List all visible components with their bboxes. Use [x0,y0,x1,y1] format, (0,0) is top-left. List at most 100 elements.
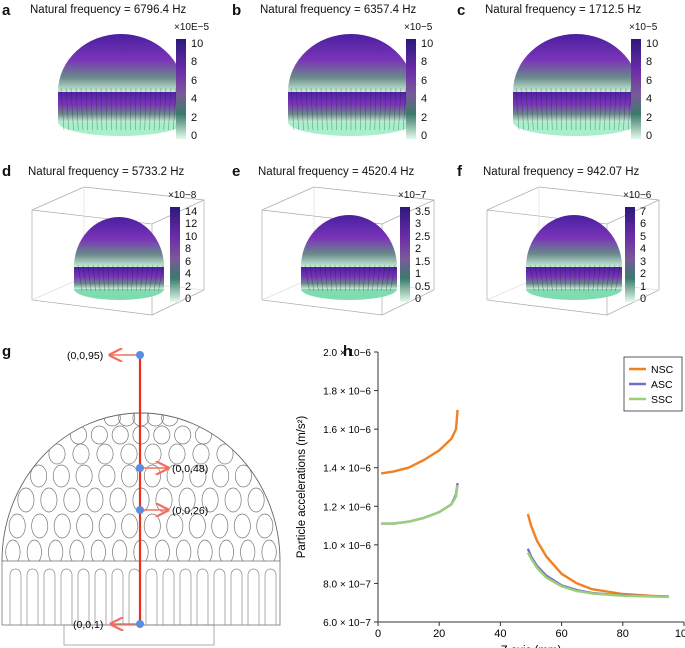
colorbar-tick-f: 3 [640,255,647,268]
colorbar-tick-c: 4 [646,93,653,106]
colorbar-tick-b: 8 [421,56,428,69]
colorbar-tick-a: 8 [191,56,198,69]
point-95: (0,0,95) [67,350,144,362]
colorbar-tick-c: 2 [646,111,653,124]
series-line-ssc [381,484,459,525]
y-tick-label: 1.2 × 10−6 [323,502,371,513]
x-tick-label: 100 [675,628,685,640]
frequency-title-b: Natural frequency = 6357.4 Hz [260,4,417,16]
cylinder-ribs [9,568,277,625]
mode-shape-c [513,34,639,136]
point-26: (0,0,26) [136,505,208,517]
colorbar-tick-f: 2 [640,268,647,281]
colorbar-scale-b: ×10−5 [404,22,433,33]
series-line-asc [381,482,459,525]
colorbar-tick-c: 10 [646,38,659,50]
colorbar-tick-c: 6 [646,74,653,87]
colorbar-tick-a: 10 [191,38,204,50]
legend-label-nsc: NSC [651,364,674,376]
colorbar-scale-a: ×10E−5 [174,22,210,33]
colorbar-tick-d: 14 [185,206,198,218]
mode-shape-a [58,34,184,136]
mode-shape-d [31,186,205,316]
colorbar-tick-b: 0 [421,130,428,142]
colorbar-tick-d: 12 [185,218,198,231]
panel-label-h: h [343,343,353,360]
colorbar-scale-e: ×10−7 [398,190,427,201]
colorbar-tick-a: 2 [191,111,198,124]
dome-diagram: (0,0,95) (0,0,48) (0,0,26) (0,0,1) [1,340,281,646]
colorbar-tick-f: 7 [640,206,647,218]
y-tick-label: 1.0 × 10−6 [323,541,371,552]
y-tick-label: 6.0 × 10−7 [323,618,371,629]
mode-shape-b [288,34,414,136]
colorbar-c [631,39,641,139]
colorbar-tick-e: 3.5 [415,206,431,218]
frequency-title-a: Natural frequency = 6796.4 Hz [30,4,187,16]
colorbar-tick-f: 0 [640,293,647,305]
colorbar-a [176,39,186,139]
colorbar-tick-f: 4 [640,243,647,256]
point-48: (0,0,48) [136,463,208,475]
series-line-nsc [526,513,669,598]
colorbar-tick-d: 6 [185,255,192,268]
y-tick-label: 8.0 × 10−7 [323,579,371,590]
colorbar-tick-e: 0 [415,293,422,305]
y-tick-label: 1.6 × 10−6 [323,425,371,436]
point-label-1: (0,0,1) [73,619,103,631]
colorbar-tick-b: 4 [421,93,428,106]
colorbar-tick-b: 6 [421,74,428,87]
colorbar-tick-b: 2 [421,111,428,124]
panel-label-f: f [457,163,462,180]
colorbar-tick-d: 2 [185,280,192,293]
colorbar-d [170,207,180,302]
colorbar-tick-f: 1 [640,280,647,293]
frequency-title-d: Natural frequency = 5733.2 Hz [28,166,185,178]
mode-shape-e [261,186,435,316]
frequency-title-e: Natural frequency = 4520.4 Hz [258,166,415,178]
legend-label-ssc: SSC [651,394,673,406]
point-label-48: (0,0,48) [172,463,208,475]
x-tick-label: 80 [617,628,629,640]
x-tick-label: 0 [375,628,381,640]
colorbar-scale-d: ×10−8 [168,190,197,201]
frequency-title-f: Natural frequency = 942.07 Hz [483,166,640,178]
colorbar-scale-f: ×10−6 [623,190,652,201]
colorbar-tick-d: 8 [185,243,192,256]
colorbar-scale-c: ×10−5 [629,22,658,33]
y-tick-label: 2.0 × 10−6 [323,348,371,359]
panel-label-g: g [2,343,12,360]
colorbar-tick-d: 0 [185,293,192,305]
panel-label-a: a [2,2,11,19]
x-tick-label: 20 [433,628,445,640]
panel-label-c: c [457,2,466,19]
colorbar-tick-d: 4 [185,268,192,281]
colorbar-tick-b: 10 [421,38,434,50]
colorbar-tick-e: 1 [415,268,422,281]
colorbar-tick-a: 4 [191,93,198,106]
colorbar-tick-e: 0.5 [415,280,431,293]
frequency-title-c: Natural frequency = 1712.5 Hz [485,4,642,16]
colorbar-f [625,207,635,302]
point-label-26: (0,0,26) [172,505,208,517]
colorbar-tick-c: 0 [646,130,653,142]
point-label-95: (0,0,95) [67,350,103,362]
colorbar-e [400,207,410,302]
panel-label-e: e [232,163,241,180]
colorbar-tick-e: 1.5 [415,255,431,268]
colorbar-tick-a: 6 [191,74,198,87]
colorbar-b [406,39,416,139]
mode-shape-f [486,186,660,316]
colorbar-tick-a: 0 [191,130,198,142]
panel-label-d: d [2,163,12,180]
acceleration-chart: 0 20 40 60 80 100 6.0 × 10−7 8.0 × 10−7 1.0 × 10… [296,348,685,648]
colorbar-tick-e: 3 [415,218,422,231]
legend-label-asc: ASC [651,379,673,391]
colorbar-tick-e: 2.5 [415,230,431,243]
y-tick-label: 1.4 × 10−6 [323,464,371,475]
series-line-nsc [380,409,459,475]
colorbar-tick-d: 10 [185,230,198,243]
x-tick-label: 40 [494,628,506,640]
y-tick-label: 1.8 × 10−6 [323,387,371,398]
colorbar-tick-f: 5 [640,230,647,243]
